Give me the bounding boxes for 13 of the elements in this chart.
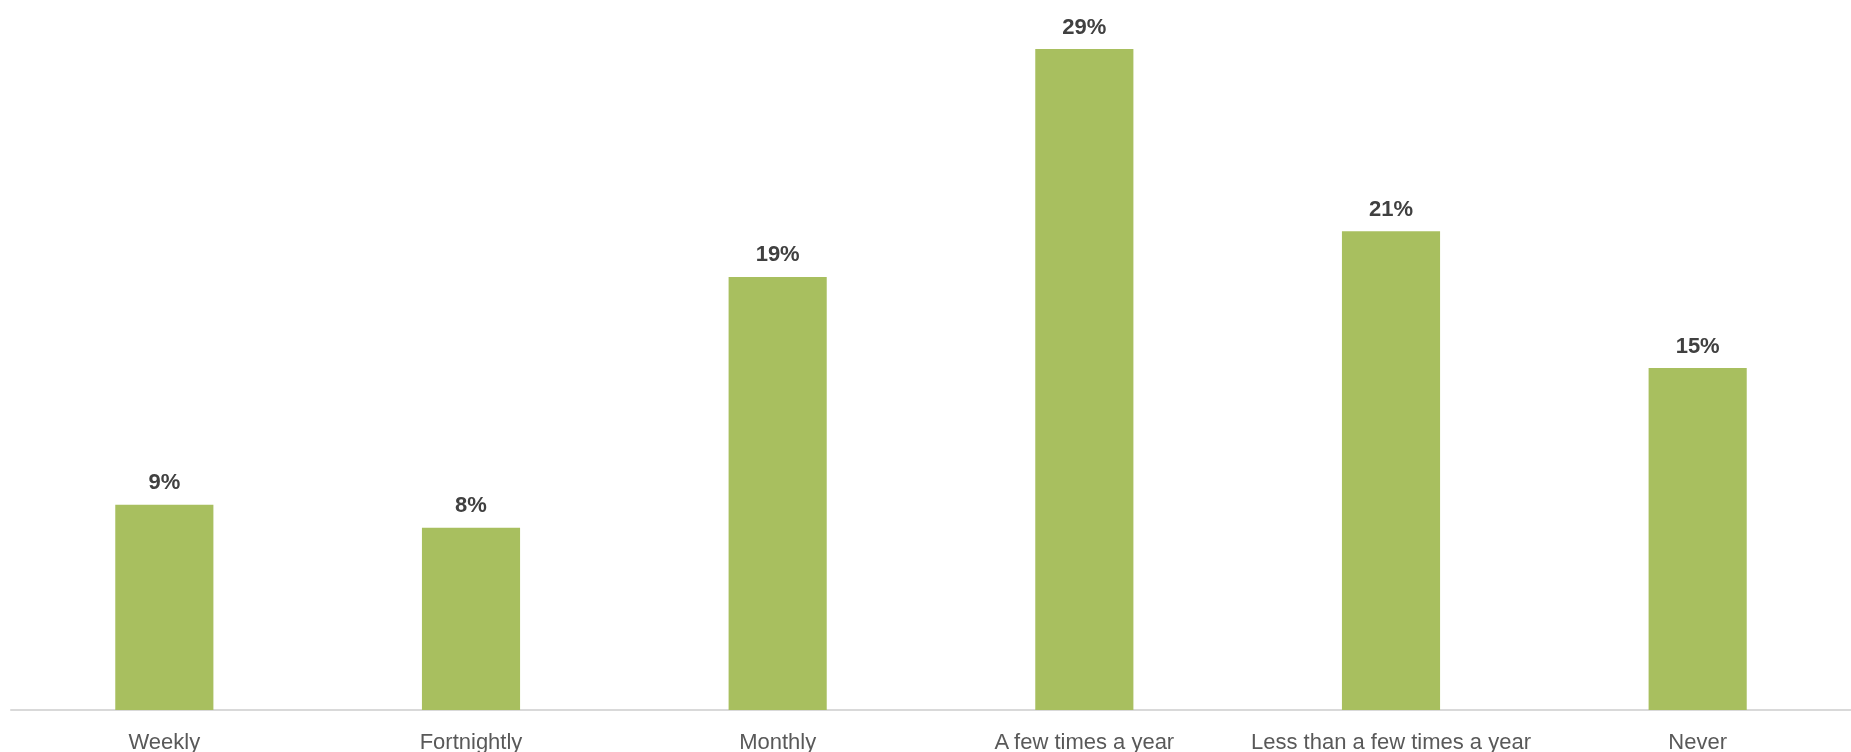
data-label: 8% xyxy=(455,492,487,518)
data-label: 15% xyxy=(1675,332,1720,358)
x-tick-label: Never xyxy=(1668,728,1728,752)
bar xyxy=(1035,49,1134,710)
data-label: 9% xyxy=(148,469,181,495)
data-label: 29% xyxy=(1062,13,1107,39)
data-label: 21% xyxy=(1368,195,1414,221)
data-label: 19% xyxy=(755,241,800,267)
bar xyxy=(115,504,214,710)
bar xyxy=(1648,368,1747,710)
bar xyxy=(421,527,521,710)
bar xyxy=(1341,231,1441,710)
bar xyxy=(728,276,827,710)
